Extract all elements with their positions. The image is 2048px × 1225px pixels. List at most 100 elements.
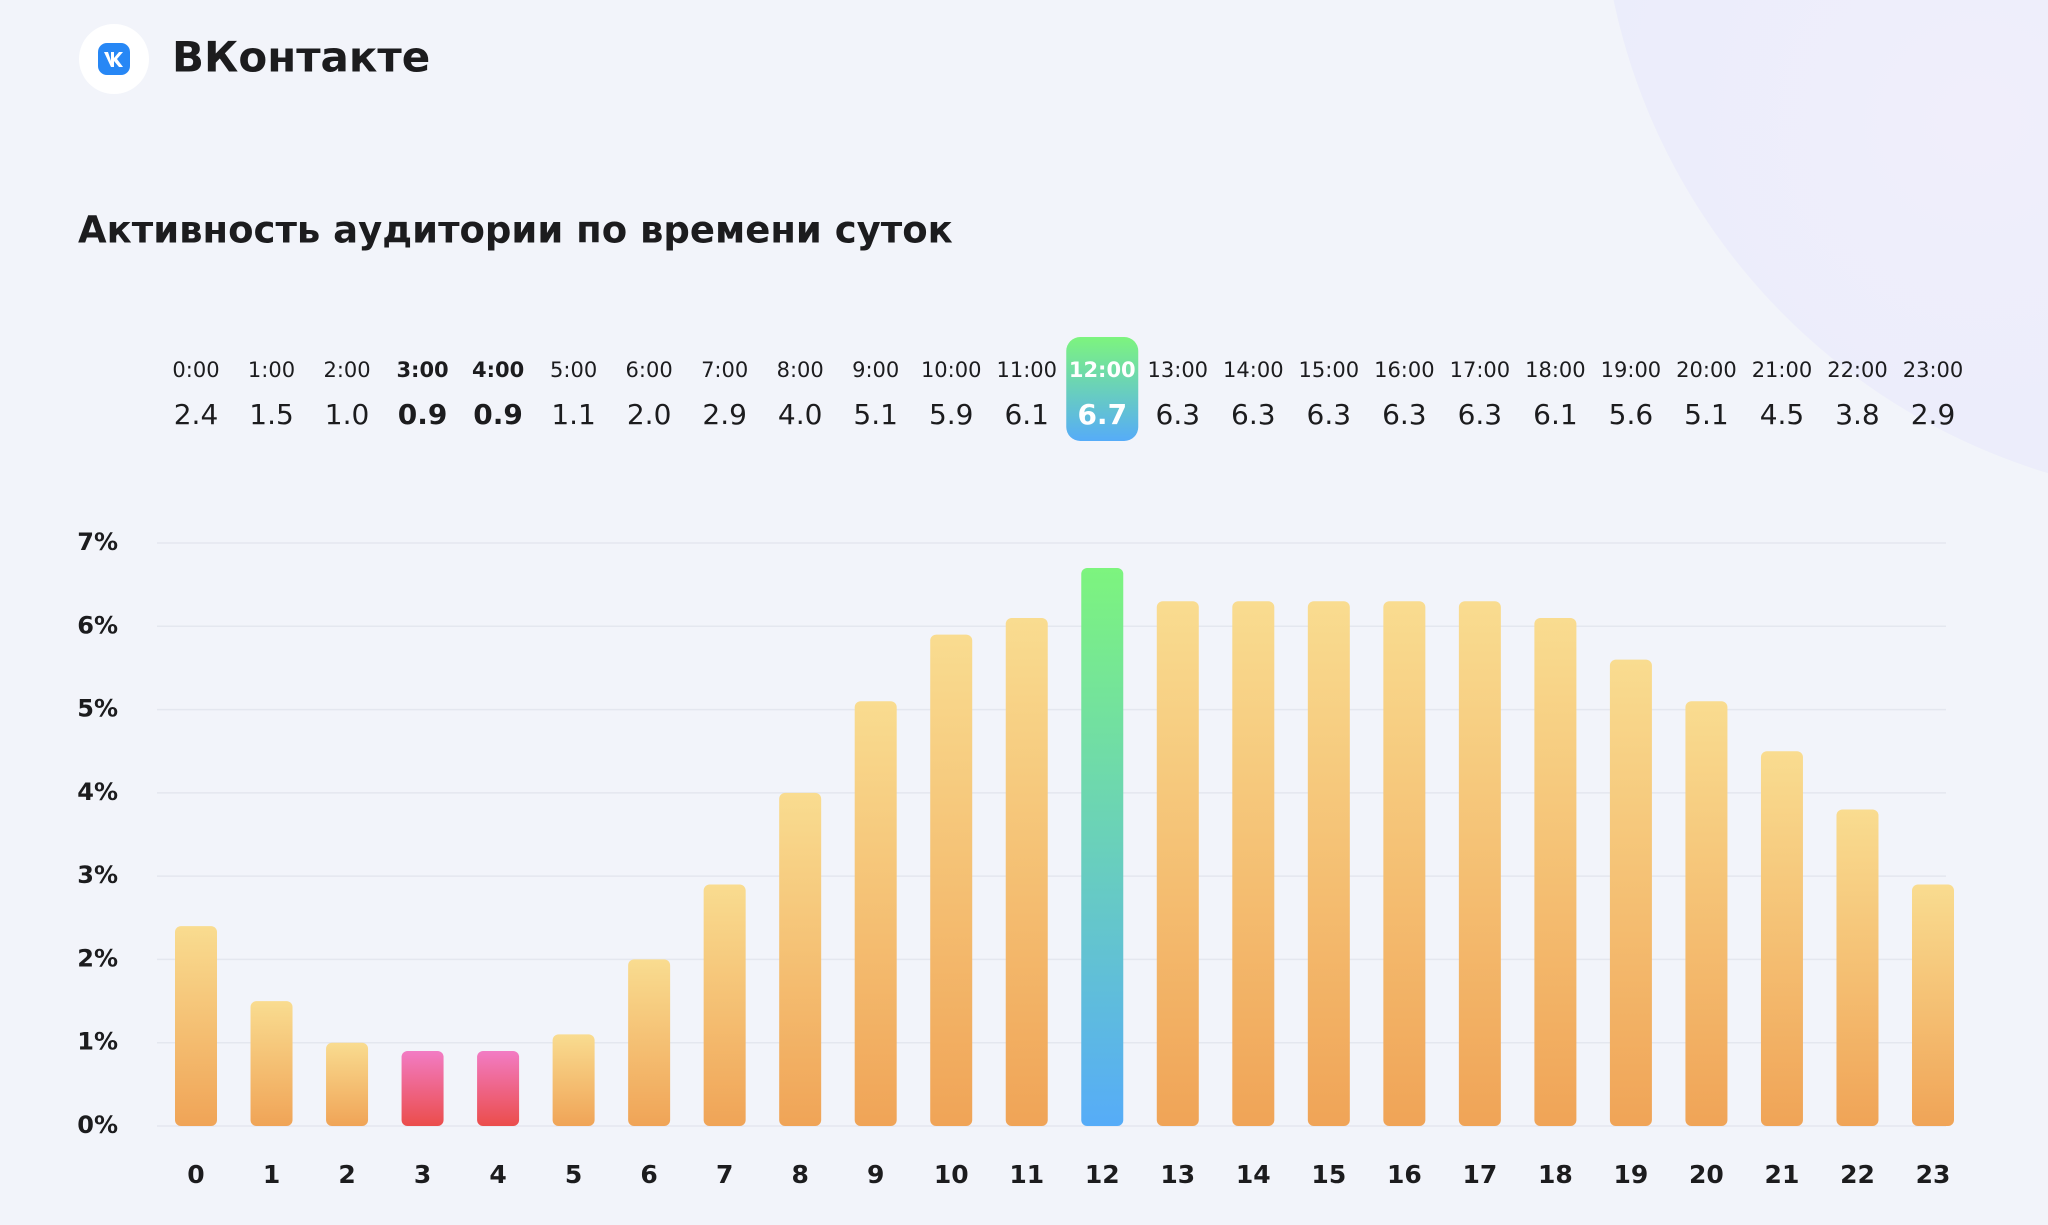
x-tick-label: 23 bbox=[1916, 1160, 1951, 1189]
value-label: 0.9 bbox=[398, 398, 448, 431]
hour-label: 0:00 bbox=[172, 358, 219, 382]
hour-label: 2:00 bbox=[323, 358, 370, 382]
value-label: 1.1 bbox=[551, 398, 596, 431]
value-label: 5.1 bbox=[1684, 398, 1729, 431]
x-tick-label: 22 bbox=[1840, 1160, 1875, 1189]
bar bbox=[1307, 601, 1350, 1126]
x-tick-label: 12 bbox=[1085, 1160, 1120, 1189]
hour-label: 8:00 bbox=[777, 358, 824, 382]
x-tick-label: 0 bbox=[187, 1160, 204, 1189]
bar bbox=[930, 634, 973, 1126]
x-tick-label: 2 bbox=[338, 1160, 355, 1189]
value-label: 4.5 bbox=[1760, 398, 1805, 431]
hour-label: 6:00 bbox=[626, 358, 673, 382]
hour-label: 13:00 bbox=[1148, 358, 1209, 382]
hour-label: 18:00 bbox=[1525, 358, 1586, 382]
bar bbox=[1458, 601, 1501, 1126]
hour-label: 1:00 bbox=[248, 358, 295, 382]
bar bbox=[1609, 659, 1652, 1126]
y-tick-label: 0% bbox=[77, 1111, 118, 1139]
value-label: 5.6 bbox=[1609, 398, 1654, 431]
bar bbox=[1005, 617, 1048, 1126]
value-label: 6.1 bbox=[1004, 398, 1049, 431]
hour-label: 12:00 bbox=[1069, 358, 1136, 382]
value-label: 1.0 bbox=[325, 398, 370, 431]
x-tick-label: 10 bbox=[934, 1160, 969, 1189]
hour-label: 21:00 bbox=[1752, 358, 1813, 382]
hour-label: 9:00 bbox=[852, 358, 899, 382]
x-tick-label: 16 bbox=[1387, 1160, 1422, 1189]
bar bbox=[326, 1042, 369, 1126]
bar bbox=[250, 1001, 293, 1126]
bar bbox=[175, 926, 217, 1126]
value-label: 6.7 bbox=[1077, 398, 1127, 431]
x-tick-label: 7 bbox=[716, 1160, 733, 1189]
value-label: 1.5 bbox=[249, 398, 294, 431]
bar bbox=[703, 884, 746, 1126]
x-tick-label: 6 bbox=[640, 1160, 657, 1189]
value-label: 5.9 bbox=[929, 398, 974, 431]
x-tick-label: 19 bbox=[1614, 1160, 1649, 1189]
hour-label: 20:00 bbox=[1676, 358, 1737, 382]
y-tick-label: 1% bbox=[77, 1028, 118, 1056]
brand: ВКонтакте bbox=[172, 33, 430, 82]
x-tick-label: 15 bbox=[1311, 1160, 1346, 1189]
x-tick-label: 1 bbox=[263, 1160, 280, 1189]
value-label: 5.1 bbox=[853, 398, 898, 431]
x-tick-label: 14 bbox=[1236, 1160, 1271, 1189]
x-tick-label: 11 bbox=[1009, 1160, 1044, 1189]
bar bbox=[1534, 617, 1577, 1126]
bar bbox=[854, 701, 897, 1126]
y-tick-label: 6% bbox=[77, 611, 118, 639]
value-label: 6.3 bbox=[1307, 398, 1352, 431]
bar bbox=[1081, 567, 1124, 1126]
bar bbox=[552, 1034, 595, 1126]
hour-label: 17:00 bbox=[1450, 358, 1511, 382]
x-tick-label: 13 bbox=[1160, 1160, 1195, 1189]
x-tick-label: 5 bbox=[565, 1160, 582, 1189]
x-tick-label: 21 bbox=[1765, 1160, 1800, 1189]
value-label: 6.3 bbox=[1458, 398, 1503, 431]
bar bbox=[1383, 601, 1426, 1126]
hour-label: 16:00 bbox=[1374, 358, 1435, 382]
hour-label: 15:00 bbox=[1299, 358, 1360, 382]
bar bbox=[1685, 701, 1728, 1126]
hour-label: 11:00 bbox=[996, 358, 1057, 382]
x-tick-label: 8 bbox=[791, 1160, 808, 1189]
bar bbox=[628, 959, 671, 1126]
bar bbox=[477, 1051, 520, 1126]
y-tick-label: 5% bbox=[77, 695, 118, 723]
x-tick-label: 17 bbox=[1462, 1160, 1497, 1189]
hour-label: 5:00 bbox=[550, 358, 597, 382]
x-tick-label: 18 bbox=[1538, 1160, 1573, 1189]
hour-label: 10:00 bbox=[921, 358, 982, 382]
value-label: 6.3 bbox=[1231, 398, 1276, 431]
hour-label: 3:00 bbox=[396, 358, 448, 382]
bar bbox=[1232, 601, 1275, 1126]
x-tick-label: 3 bbox=[414, 1160, 431, 1189]
y-tick-label: 7% bbox=[77, 528, 118, 556]
hour-label: 22:00 bbox=[1827, 358, 1888, 382]
value-label: 6.3 bbox=[1382, 398, 1427, 431]
hour-label: 23:00 bbox=[1903, 358, 1964, 382]
y-tick-label: 4% bbox=[77, 778, 118, 806]
y-tick-label: 2% bbox=[77, 944, 118, 972]
hour-label: 19:00 bbox=[1601, 358, 1662, 382]
bar bbox=[1912, 884, 1954, 1126]
logo bbox=[79, 24, 149, 94]
value-label: 2.9 bbox=[1911, 398, 1956, 431]
value-label: 2.0 bbox=[627, 398, 672, 431]
hour-label: 7:00 bbox=[701, 358, 748, 382]
highlight-box bbox=[1066, 337, 1139, 441]
value-label: 0.9 bbox=[473, 398, 523, 431]
x-tick-label: 20 bbox=[1689, 1160, 1724, 1189]
hour-label: 4:00 bbox=[472, 358, 524, 382]
bar bbox=[401, 1051, 444, 1126]
chart-title: Активность аудитории по времени суток bbox=[78, 209, 953, 252]
bar bbox=[779, 792, 822, 1126]
x-tick-label: 4 bbox=[489, 1160, 506, 1189]
bar bbox=[1760, 751, 1803, 1126]
bar bbox=[1836, 809, 1879, 1126]
y-tick-label: 3% bbox=[77, 861, 118, 889]
